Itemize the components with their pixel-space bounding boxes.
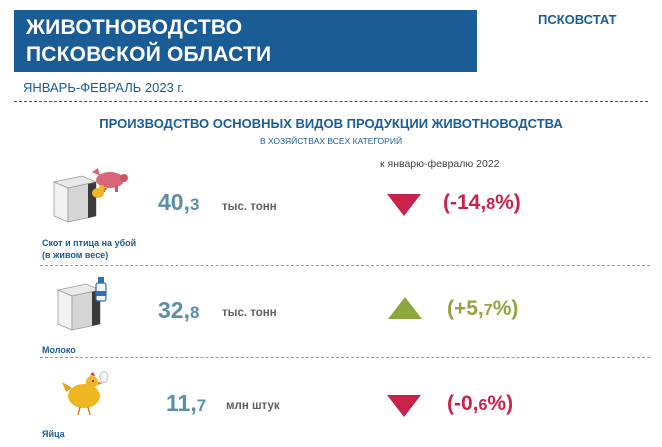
unit-livestock: тыс. тонн — [222, 201, 277, 213]
title-banner: ЖИВОТНОВОДСТВО ПСКОВСКОЙ ОБЛАСТИ — [14, 10, 477, 72]
value-eggs: 11,7 — [166, 390, 207, 416]
change-milk: (+5,7%) — [447, 297, 519, 320]
increase-triangle-icon — [388, 297, 422, 319]
label-milk: Молоко — [42, 345, 76, 355]
hen-with-egg-icon — [62, 371, 109, 416]
section-subheading: В ХОЗЯЙСТВАХ ВСЕХ КАТЕГОРИЙ — [259, 136, 403, 146]
unit-eggs: млн штук — [226, 400, 280, 412]
period-label: ЯНВАРЬ-ФЕВРАЛЬ 2023 г. — [23, 80, 185, 95]
title-line-1: ЖИВОТНОВОДСТВО — [26, 16, 243, 39]
change-eggs: (-0,6%) — [447, 392, 514, 415]
value-milk: 32,8 — [158, 297, 200, 323]
row-divider — [40, 265, 650, 266]
unit-milk: тыс. тонн — [222, 307, 277, 319]
header-divider — [14, 101, 648, 102]
organization-name: ПСКОВСТАТ — [538, 12, 617, 27]
label-livestock: Скот и птица на убой (в живом весе) — [42, 238, 137, 260]
change-livestock: (-14,8%) — [443, 191, 521, 214]
label-eggs: Яйца — [42, 429, 65, 439]
section-heading: ПРОИЗВОДСТВО ОСНОВНЫХ ВИДОВ ПРОДУКЦИИ ЖИ… — [99, 116, 563, 131]
decrease-triangle-icon — [387, 194, 421, 216]
decrease-triangle-icon — [387, 395, 421, 417]
row-divider — [40, 357, 650, 358]
comparison-label: к январю-февралю 2022 — [380, 158, 500, 170]
value-livestock: 40,3 — [158, 189, 200, 215]
title-line-2: ПСКОВСКОЙ ОБЛАСТИ — [26, 43, 272, 66]
cube-with-pig-icon — [52, 168, 128, 223]
cube-with-milk-bottle-icon — [56, 277, 107, 331]
